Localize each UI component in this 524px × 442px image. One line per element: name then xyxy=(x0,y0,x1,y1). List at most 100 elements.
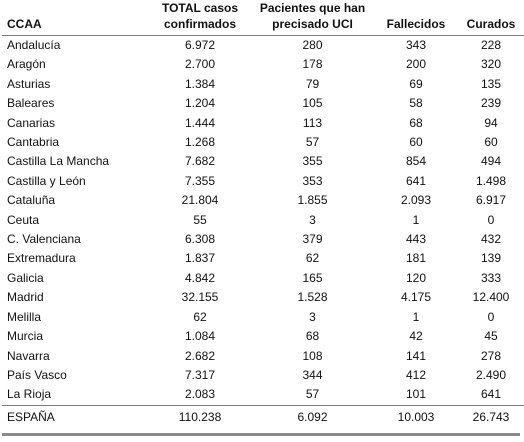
cell-ccaa: Castilla La Mancha xyxy=(7,154,110,169)
cell-ccaa: Cataluña xyxy=(7,193,56,208)
cell-ccaa: Madrid xyxy=(7,290,44,305)
cell-fallecidos: 120 xyxy=(405,270,427,285)
cell-fallecidos: 101 xyxy=(405,387,427,402)
cell-uci: 113 xyxy=(302,115,323,130)
table-row: La Rioja 2.083 57 101 641 xyxy=(2,385,524,405)
cell-uci: 62 xyxy=(305,251,320,266)
cell-ccaa: Canarias xyxy=(7,115,56,130)
cell-ccaa: Galicia xyxy=(7,270,44,285)
cell-uci: 178 xyxy=(302,57,323,72)
cell-total-confirmados: 6.972 xyxy=(184,38,216,52)
cell-curados: 2.490 xyxy=(475,367,507,382)
cell-fallecidos: 1 xyxy=(412,212,420,227)
table-row: Galicia 4.842 165 120 333 xyxy=(2,269,524,288)
cell-fallecidos: 412 xyxy=(405,367,427,382)
cell-curados: 135 xyxy=(480,76,502,91)
cell-ccaa: C. Valenciana xyxy=(7,232,81,247)
cell-total-confirmados: 2.083 xyxy=(184,387,216,402)
header-uci-line1: Pacientes que han xyxy=(259,1,366,15)
cell-curados: 320 xyxy=(480,57,502,72)
cell-curados: 228 xyxy=(480,38,502,52)
table-row: País Vasco 7.317 344 412 2.490 xyxy=(2,366,524,385)
table-row: Andalucía 6.972 280 343 228 xyxy=(2,36,524,56)
header-total-confirmados: TOTAL casos confirmados xyxy=(150,1,250,36)
header-total-line1: TOTAL casos xyxy=(161,1,239,15)
cell-fallecidos: 58 xyxy=(409,96,423,111)
cell-total-confirmados: 7.355 xyxy=(184,173,216,188)
cell-fallecidos: 854 xyxy=(405,154,427,169)
cell-fallecidos: 69 xyxy=(409,76,423,91)
cell-total-confirmados: 55 xyxy=(193,212,207,227)
cell-ccaa: Baleares xyxy=(7,96,55,111)
cell-ccaa: Andalucía xyxy=(7,38,61,52)
cell-uci: 1.855 xyxy=(297,193,328,208)
cell-ccaa: País Vasco xyxy=(7,367,67,382)
cell-curados: 12.400 xyxy=(472,290,510,305)
cell-fallecidos: 4.175 xyxy=(400,290,432,305)
cell-curados: 239 xyxy=(480,96,502,111)
table-row: C. Valenciana 6.308 379 443 432 xyxy=(2,230,524,249)
covid-ccaa-table: CCAA TOTAL casos confirmados Pacientes q… xyxy=(2,1,524,428)
cell-uci: 1.528 xyxy=(297,290,328,305)
cell-uci: 3 xyxy=(309,212,316,227)
table-row: Cantabria 1.268 57 60 60 xyxy=(2,133,524,152)
table-row: Melilla 62 3 1 0 xyxy=(2,308,524,327)
table-row: Cataluña 21.804 1.855 2.093 6.917 xyxy=(2,191,524,210)
cell-uci: 165 xyxy=(302,270,323,285)
total-row: ESPAÑA 110.238 6.092 10.003 26.743 xyxy=(2,405,524,428)
cell-ccaa: Extremadura xyxy=(7,251,76,266)
cell-uci: 108 xyxy=(302,348,323,363)
cell-curados: 641 xyxy=(480,387,502,402)
cell-uci: 57 xyxy=(305,387,320,402)
table-total-section: ESPAÑA 110.238 6.092 10.003 26.743 xyxy=(2,405,524,428)
cell-uci: 280 xyxy=(302,38,323,52)
cell-ccaa: Cantabria xyxy=(7,135,60,150)
bottom-rule xyxy=(2,433,520,436)
table-row: Navarra 2.682 108 141 278 xyxy=(2,347,524,366)
cell-fallecidos: 200 xyxy=(405,57,427,72)
cell-ccaa: Murcia xyxy=(7,329,44,344)
cell-uci: 355 xyxy=(302,154,323,169)
total-fallecidos: 10.003 xyxy=(397,409,435,424)
header-uci: Pacientes que han precisado UCI xyxy=(250,1,375,36)
cell-total-confirmados: 21.804 xyxy=(181,193,219,208)
cell-fallecidos: 181 xyxy=(405,251,427,266)
table-row: Ceuta 55 3 1 0 xyxy=(2,211,524,230)
header-ccaa: CCAA xyxy=(7,16,42,31)
header-total-line2: confirmados xyxy=(163,16,236,31)
cell-total-confirmados: 1.204 xyxy=(184,96,216,111)
cell-curados: 6.917 xyxy=(475,193,507,208)
total-ccaa: ESPAÑA xyxy=(7,409,55,424)
table-row: Asturias 1.384 79 69 135 xyxy=(2,75,524,94)
table-row: Canarias 1.444 113 68 94 xyxy=(2,114,524,133)
cell-fallecidos: 60 xyxy=(409,135,423,150)
cell-fallecidos: 641 xyxy=(405,173,427,188)
cell-ccaa: Navarra xyxy=(7,348,50,363)
table-body: Andalucía 6.972 280 343 228 Aragón 2.700 178 200… xyxy=(2,36,524,406)
cell-total-confirmados: 2.700 xyxy=(184,57,216,72)
table-row: Castilla La Mancha 7.682 355 854 494 xyxy=(2,152,524,171)
table-row: Madrid 32.155 1.528 4.175 12.400 xyxy=(2,288,524,307)
cell-ccaa: Melilla xyxy=(7,309,42,324)
cell-uci: 68 xyxy=(305,329,320,344)
total-uci: 6.092 xyxy=(297,409,328,424)
cell-ccaa: La Rioja xyxy=(7,387,52,402)
cell-ccaa: Ceuta xyxy=(7,212,40,227)
cell-fallecidos: 2.093 xyxy=(400,193,432,208)
cell-total-confirmados: 6.308 xyxy=(184,232,216,247)
cell-curados: 45 xyxy=(484,329,498,344)
cell-uci: 379 xyxy=(302,232,323,247)
cell-uci: 353 xyxy=(302,173,323,188)
cell-ccaa: Aragón xyxy=(7,57,46,72)
cell-ccaa: Castilla y León xyxy=(7,173,86,188)
cell-curados: 278 xyxy=(480,348,502,363)
cell-curados: 432 xyxy=(480,232,502,247)
cell-fallecidos: 68 xyxy=(409,115,423,130)
cell-curados: 0 xyxy=(487,309,495,324)
cell-curados: 94 xyxy=(484,115,498,130)
table-row: Baleares 1.204 105 58 239 xyxy=(2,94,524,113)
cell-curados: 0 xyxy=(487,212,495,227)
cell-total-confirmados: 1.444 xyxy=(184,115,216,130)
total-confirmados: 110.238 xyxy=(178,409,222,424)
